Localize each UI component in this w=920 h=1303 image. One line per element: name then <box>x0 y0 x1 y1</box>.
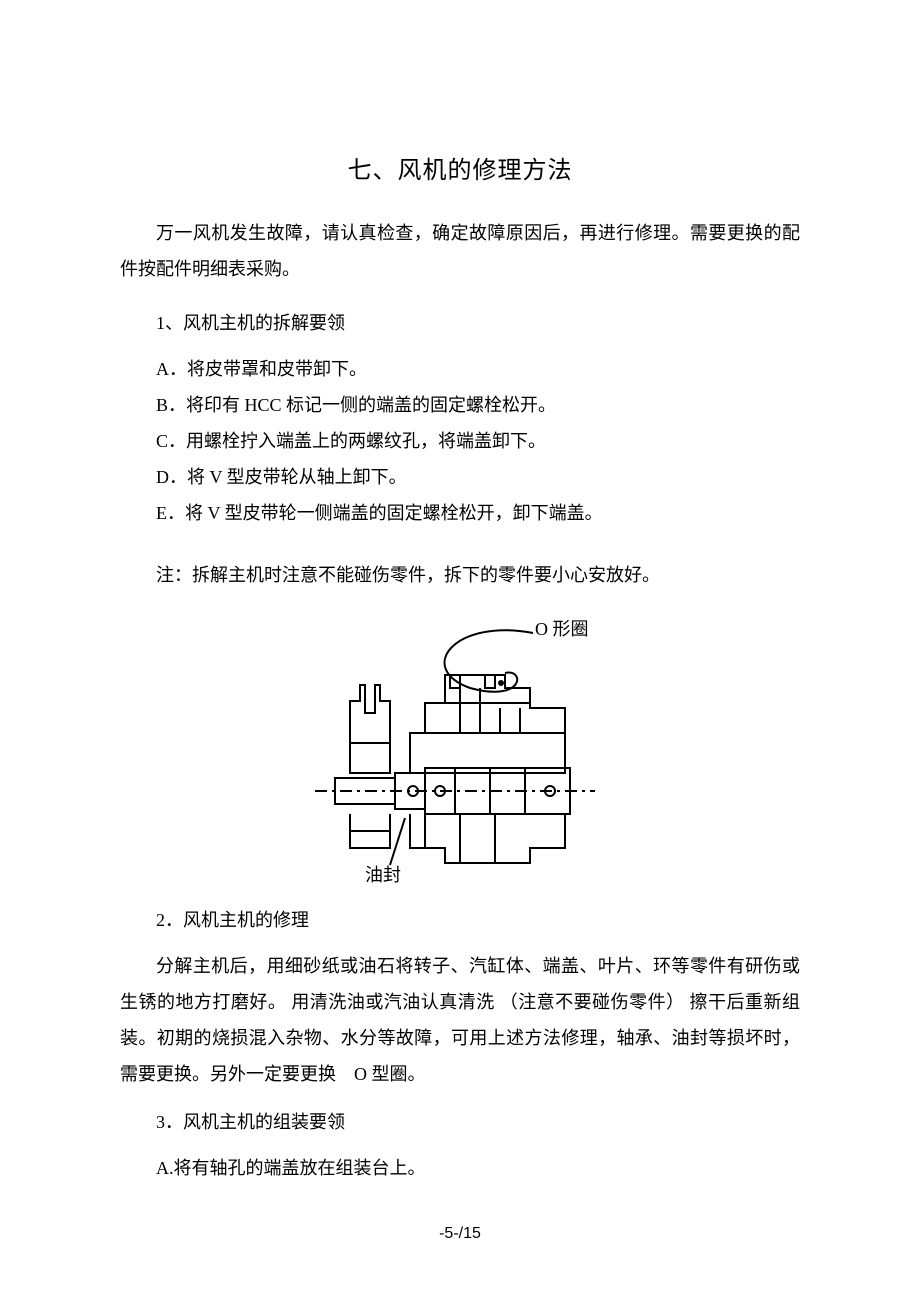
intro-paragraph: 万一风机发生故障，请认真检查，确定故障原因后，再进行修理。需要更换的配件按配件明… <box>120 215 800 287</box>
section3-heading: 3．风机主机的组装要领 <box>120 1104 800 1140</box>
oil-seal-label: 油封 <box>365 865 401 883</box>
section1-heading: 1、风机主机的拆解要领 <box>120 305 800 341</box>
section1-item: A．将皮带罩和皮带卸下。 <box>120 351 800 387</box>
section1-item: C．用螺栓拧入端盖上的两螺纹孔，将端盖卸下。 <box>120 423 800 459</box>
page-title: 七、风机的修理方法 <box>120 150 800 185</box>
section1-item: E．将 V 型皮带轮一侧端盖的固定螺栓松开，卸下端盖。 <box>120 495 800 531</box>
section1-note: 注：拆解主机时注意不能碰伤零件，拆下的零件要小心安放好。 <box>120 557 800 593</box>
section3-item: A.将有轴孔的端盖放在组装台上。 <box>120 1150 800 1186</box>
mechanical-diagram-svg: O 形圈 <box>295 613 625 883</box>
o-ring-label: O 形圈 <box>535 619 589 639</box>
section1-item: B．将印有 HCC 标记一侧的端盖的固定螺栓松开。 <box>120 387 800 423</box>
page-footer: -5-/15 <box>0 1225 920 1243</box>
figure-diagram: O 形圈 <box>120 613 800 888</box>
section2-body: 分解主机后，用细砂纸或油石将转子、汽缸体、端盖、叶片、环等零件有研伤或生锈的地方… <box>120 948 800 1092</box>
section1-item: D．将 V 型皮带轮从轴上卸下。 <box>120 459 800 495</box>
document-page: 七、风机的修理方法 万一风机发生故障，请认真检查，确定故障原因后，再进行修理。需… <box>0 0 920 1303</box>
section2-heading: 2．风机主机的修理 <box>120 902 800 938</box>
